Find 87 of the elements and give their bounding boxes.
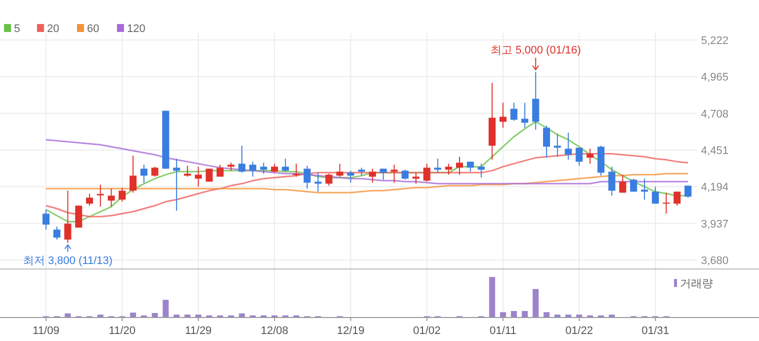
y-tick-label: 5,222 [701, 35, 729, 47]
candlestick [434, 158, 442, 174]
candlestick [608, 166, 616, 196]
candlestick [500, 102, 507, 128]
y-tick-label: 4,965 [701, 72, 729, 84]
bar [522, 311, 528, 317]
candlestick [456, 156, 463, 176]
bar [238, 313, 245, 317]
candlestick [184, 165, 191, 178]
candlestick [652, 186, 659, 204]
candlestick [53, 226, 60, 240]
x-tick-label: 12/08 [260, 325, 288, 337]
candlestick [554, 133, 561, 158]
candlestick [412, 172, 420, 184]
candlestick [336, 163, 344, 178]
candlestick [249, 161, 256, 178]
candlestick [173, 158, 180, 212]
bar [532, 289, 539, 317]
legend-label: 20 [47, 23, 60, 35]
bar [489, 277, 496, 317]
candlestick [292, 163, 300, 178]
candlestick [260, 162, 268, 174]
candlestick [368, 168, 376, 184]
bar [130, 312, 136, 317]
candlestick [140, 164, 148, 184]
x-tick-label: 11/20 [108, 325, 136, 337]
legend-label: 60 [87, 23, 100, 35]
line-series [45, 172, 689, 194]
x-tick-label: 01/11 [490, 325, 516, 337]
annotation: 최고 5,000 (01/16) [490, 44, 581, 57]
bar [64, 313, 71, 317]
candlestick [151, 166, 158, 178]
candlestick [118, 187, 126, 202]
candlestick [304, 165, 311, 190]
x-tick-label: 01/02 [413, 325, 441, 337]
bar [500, 312, 506, 317]
x-tick-label: 01/22 [565, 325, 593, 337]
candlestick [543, 125, 550, 158]
candlestick [347, 170, 354, 184]
y-tick-label: 3,680 [701, 255, 729, 267]
x-tick-label: 01/31 [642, 325, 670, 337]
candlestick [576, 147, 583, 166]
legend-label: 120 [127, 23, 146, 35]
y-tick-label: 4,451 [701, 145, 729, 157]
candlestick [238, 145, 246, 174]
bar [162, 300, 169, 317]
candlestick [564, 132, 572, 160]
candlestick [206, 168, 213, 182]
candlestick [619, 174, 626, 194]
candlestick [86, 193, 94, 206]
candlestick [282, 158, 289, 172]
y-tick-label: 4,708 [701, 108, 729, 120]
y-tick-label: 3,937 [701, 218, 729, 230]
legend-label: 5 [14, 23, 20, 35]
legend-label: 거래량 [680, 278, 713, 290]
candlestick [108, 188, 115, 208]
candlestick [466, 161, 474, 172]
candlestick [586, 148, 594, 164]
candlestick [402, 169, 409, 180]
candlestick [390, 164, 398, 184]
candlestick [630, 178, 638, 192]
candlestick [75, 205, 82, 228]
x-tick-label: 11/29 [184, 325, 212, 337]
candlestick [314, 172, 322, 192]
x-tick-label: 11/09 [32, 325, 60, 337]
candlestick [640, 178, 648, 200]
candlestick [684, 185, 692, 198]
candlestick [445, 163, 452, 176]
bar [544, 312, 550, 317]
x-tick-label: 12/19 [336, 325, 364, 337]
candlestick [96, 184, 104, 208]
bar [510, 311, 517, 317]
bar [152, 313, 158, 317]
candlestick [130, 155, 137, 194]
candlestick [42, 209, 50, 230]
y-tick-label: 4,194 [701, 182, 729, 194]
candlestick [532, 71, 540, 130]
candlestick [674, 191, 681, 206]
annotation: 최저 3,800 (11/13) [22, 254, 113, 267]
candlestick [423, 163, 430, 182]
candlestick [64, 190, 72, 244]
candlestick [194, 166, 202, 188]
candlestick [478, 163, 485, 178]
candlestick [510, 102, 518, 122]
candlestick [380, 168, 387, 180]
candlestick [325, 173, 332, 186]
candlestick [662, 192, 670, 214]
